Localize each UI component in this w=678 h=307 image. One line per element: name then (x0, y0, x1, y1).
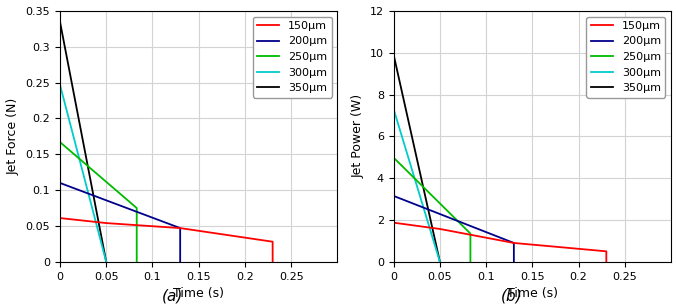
X-axis label: Time (s): Time (s) (507, 287, 558, 300)
Legend: 150μm, 200μm, 250μm, 300μm, 350μm: 150μm, 200μm, 250μm, 300μm, 350μm (253, 17, 332, 98)
Y-axis label: Jet Force (N): Jet Force (N) (7, 98, 20, 175)
Y-axis label: Jet Power (W): Jet Power (W) (351, 94, 364, 178)
X-axis label: Time (s): Time (s) (173, 287, 224, 300)
Text: (b): (b) (501, 289, 523, 304)
Legend: 150μm, 200μm, 250μm, 300μm, 350μm: 150μm, 200μm, 250μm, 300μm, 350μm (586, 17, 666, 98)
Text: (a): (a) (162, 289, 184, 304)
